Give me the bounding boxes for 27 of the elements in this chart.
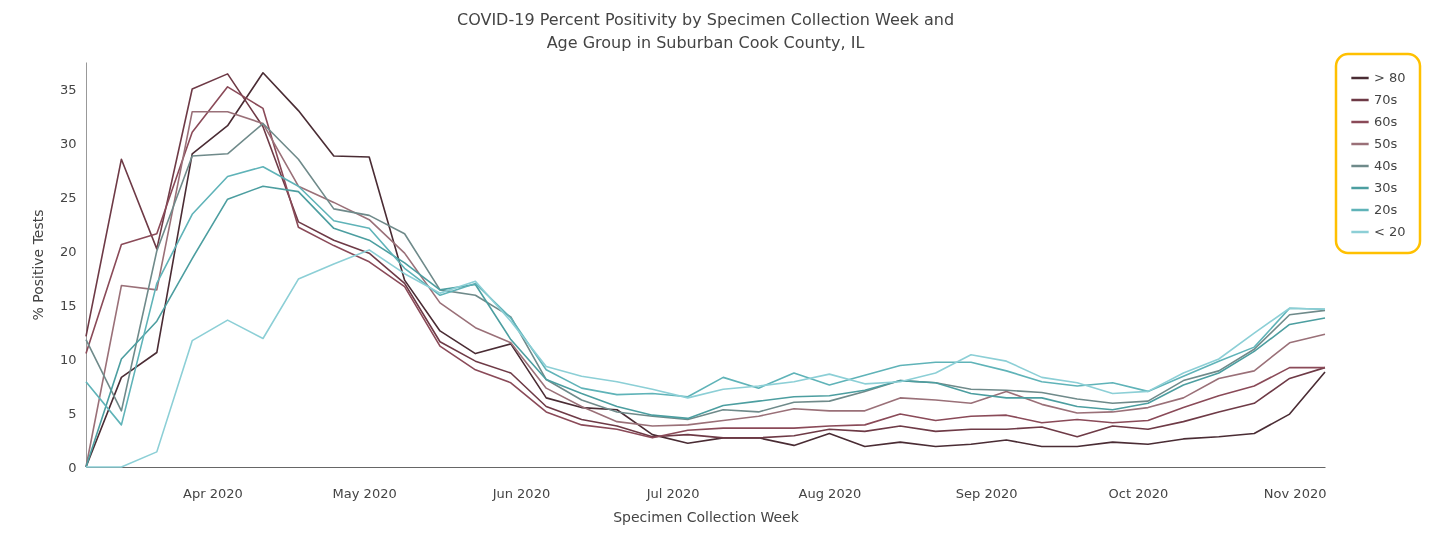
y-axis-title: % Positive Tests (29, 209, 46, 321)
y-tick-label: 0 (68, 459, 77, 475)
x-tick-label: Jun 2020 (491, 485, 551, 501)
legend-label: > 80 (1374, 70, 1406, 85)
y-tick-label: 30 (59, 135, 77, 151)
y-tick-label: 5 (68, 405, 77, 421)
legend-label: < 20 (1374, 224, 1406, 239)
x-tick-label: May 2020 (332, 485, 397, 501)
x-tick-label: Apr 2020 (183, 485, 243, 501)
x-tick-label: Nov 2020 (1263, 485, 1327, 501)
legend-label: 20s (1374, 202, 1398, 217)
chart-title: COVID-19 Percent Positivity by Specimen Collection Week and Age Group in Suburban Cook County, IL (456, 9, 955, 52)
legend-label: 70s (1374, 92, 1398, 107)
y-tick-label: 20 (59, 243, 77, 259)
legend-label: 60s (1374, 114, 1398, 129)
legend-label: 40s (1374, 158, 1398, 173)
legend-label: 50s (1374, 136, 1398, 151)
y-tick-label: 15 (59, 297, 77, 313)
legend-label: 30s (1374, 180, 1398, 195)
x-tick-label: Aug 2020 (798, 485, 862, 501)
y-tick-label: 10 (59, 351, 77, 367)
x-tick-label: Sep 2020 (955, 485, 1018, 501)
y-tick-label: 25 (59, 189, 77, 205)
x-tick-label: Oct 2020 (1108, 485, 1169, 501)
x-axis-title: Specimen Collection Week (613, 508, 800, 525)
x-tick-label: Jul 2020 (645, 485, 700, 501)
y-tick-label: 35 (59, 81, 77, 97)
